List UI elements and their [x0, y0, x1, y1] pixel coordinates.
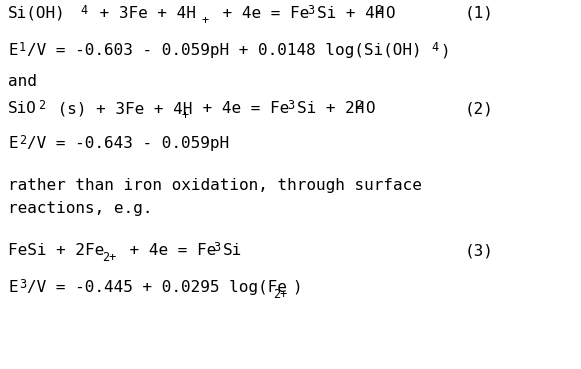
Text: and: and — [8, 74, 37, 89]
Text: Si + 4H: Si + 4H — [317, 6, 385, 21]
Text: + 4e = Fe: + 4e = Fe — [193, 101, 289, 116]
Text: (s) + 3Fe + 4H: (s) + 3Fe + 4H — [48, 101, 192, 116]
Text: 2: 2 — [375, 4, 382, 17]
Text: /V = -0.445 + 0.0295 log(Fe: /V = -0.445 + 0.0295 log(Fe — [27, 280, 287, 295]
Text: ): ) — [292, 280, 302, 295]
Text: SiO: SiO — [8, 101, 37, 116]
Text: (3): (3) — [465, 243, 494, 258]
Text: Si + 2H: Si + 2H — [297, 101, 364, 116]
Text: 2: 2 — [355, 99, 362, 112]
Text: E: E — [8, 136, 17, 151]
Text: O: O — [385, 6, 394, 21]
Text: O: O — [365, 101, 375, 116]
Text: + 4e = Fe: + 4e = Fe — [120, 243, 216, 258]
Text: reactions, e.g.: reactions, e.g. — [8, 201, 152, 216]
Text: /V = -0.643 - 0.059pH: /V = -0.643 - 0.059pH — [27, 136, 229, 151]
Text: 2: 2 — [38, 99, 45, 112]
Text: 4: 4 — [80, 4, 87, 17]
Text: 3: 3 — [287, 99, 294, 112]
Text: (2): (2) — [465, 101, 494, 116]
Text: 3: 3 — [213, 241, 220, 254]
Text: +: + — [182, 109, 189, 122]
Text: rather than iron oxidation, through surface: rather than iron oxidation, through surf… — [8, 178, 422, 193]
Text: + 4e = Fe: + 4e = Fe — [213, 6, 309, 21]
Text: 3: 3 — [19, 278, 26, 291]
Text: /V = -0.603 - 0.059pH + 0.0148 log(Si(OH): /V = -0.603 - 0.059pH + 0.0148 log(Si(OH… — [27, 43, 422, 58]
Text: + 3Fe + 4H: + 3Fe + 4H — [90, 6, 196, 21]
Text: FeSi + 2Fe: FeSi + 2Fe — [8, 243, 104, 258]
Text: 2: 2 — [19, 134, 26, 147]
Text: 1: 1 — [19, 41, 26, 54]
Text: 2+: 2+ — [273, 288, 287, 301]
Text: Si: Si — [223, 243, 242, 258]
Text: E: E — [8, 43, 17, 58]
Text: (1): (1) — [465, 6, 494, 21]
Text: 2+: 2+ — [102, 251, 116, 264]
Text: ): ) — [440, 43, 450, 58]
Text: 4: 4 — [431, 41, 438, 54]
Text: Si(OH): Si(OH) — [8, 6, 66, 21]
Text: 3: 3 — [307, 4, 314, 17]
Text: +: + — [202, 14, 209, 27]
Text: E: E — [8, 280, 17, 295]
